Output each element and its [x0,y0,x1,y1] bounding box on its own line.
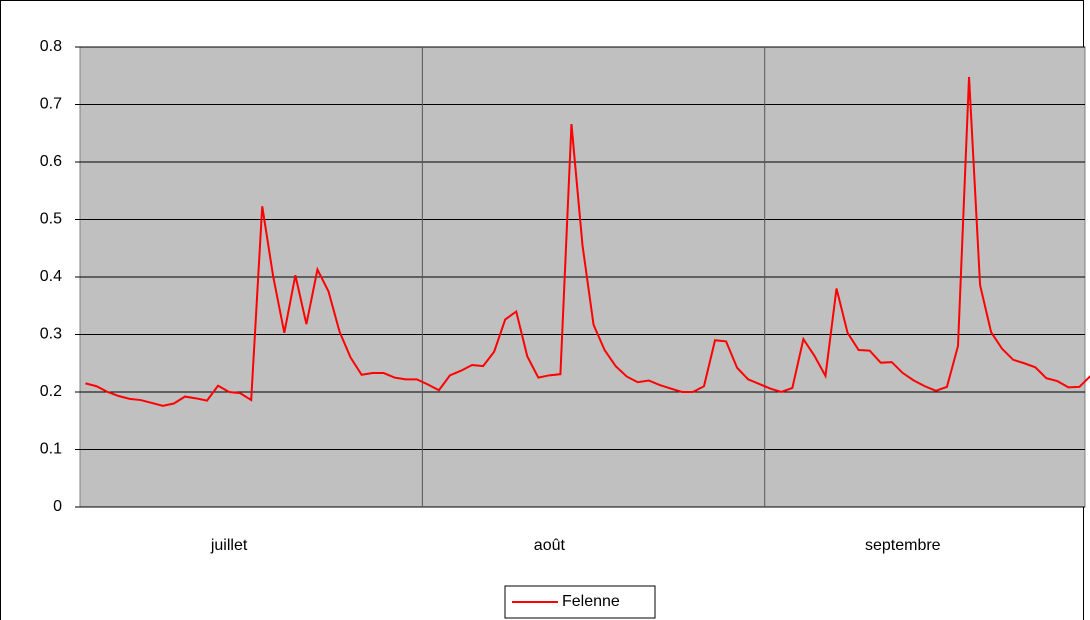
x-tick-label: septembre [865,537,941,554]
data-line [85,76,1090,407]
legend-label: Felenne [562,593,620,610]
y-tick-label: 0.4 [40,268,62,285]
y-tick-label: 0.7 [40,96,62,113]
x-tick-label: août [534,537,566,554]
x-tick-label: juillet [210,537,248,554]
y-tick-label: 0.6 [40,153,62,170]
y-tick-label: 0.1 [40,441,62,458]
y-tick-label: 0.2 [40,383,62,400]
y-tick-label: 0.8 [40,38,62,55]
y-tick-label: 0 [53,498,62,515]
y-tick-label: 0.5 [40,211,62,228]
y-tick-label: 0.3 [40,326,62,343]
